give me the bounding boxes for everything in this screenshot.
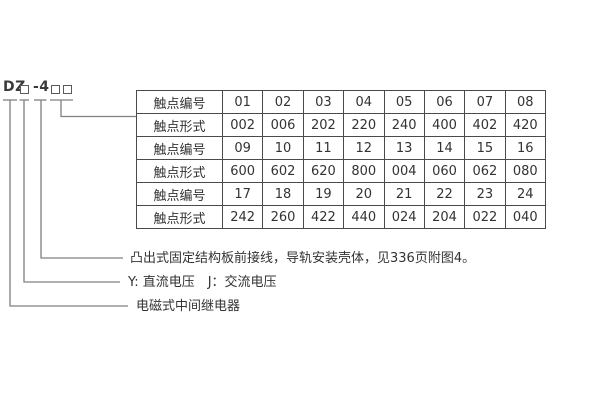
callout-line-relay-type [9, 100, 128, 307]
callout-line-case [40, 100, 123, 259]
value-cell: 002 [221, 113, 264, 137]
value-cell: 21 [383, 182, 425, 206]
contact-table-container: 触点编号 01 02 03 04 05 06 07 08 触点形式 002 006 202 220 240 4… [136, 90, 547, 229]
value-cell: 07 [464, 90, 506, 114]
value-cell: 17 [221, 182, 264, 206]
value-cell: 03 [302, 90, 345, 114]
value-cell: 024 [383, 205, 425, 229]
value-cell: 22 [423, 182, 466, 206]
row-label-cell: 触点形式 [136, 113, 223, 137]
callout-line-voltage [23, 100, 120, 283]
placeholder-box-contact-2 [62, 85, 72, 94]
value-cell: 02 [262, 90, 304, 114]
row-label-cell: 触点编号 [136, 90, 223, 114]
value-cell: 240 [383, 113, 425, 137]
value-cell: 602 [262, 159, 304, 183]
value-cell: 080 [504, 159, 547, 183]
row-label-cell: 触点编号 [136, 136, 223, 160]
value-cell: 800 [343, 159, 385, 183]
value-cell: 040 [504, 205, 547, 229]
row-label-cell: 触点编号 [136, 182, 223, 206]
value-cell: 08 [504, 90, 547, 114]
value-cell: 09 [221, 136, 264, 160]
value-cell: 24 [504, 182, 547, 206]
table-row: 触点编号 17 18 19 20 21 22 23 24 [136, 182, 547, 206]
value-cell: 04 [343, 90, 385, 114]
value-cell: 15 [464, 136, 506, 160]
value-cell: 19 [302, 182, 345, 206]
model-middle: -4 [33, 79, 50, 95]
value-cell: 11 [302, 136, 345, 160]
placeholder-box-contact-1 [50, 85, 60, 94]
value-cell: 01 [221, 90, 264, 114]
value-cell: 202 [302, 113, 345, 137]
value-cell: 14 [423, 136, 466, 160]
contact-table-body: 触点编号 01 02 03 04 05 06 07 08 触点形式 002 006 202 220 240 4… [136, 90, 547, 229]
value-cell: 004 [383, 159, 425, 183]
value-cell: 402 [464, 113, 506, 137]
value-cell: 23 [464, 182, 506, 206]
value-cell: 18 [262, 182, 304, 206]
table-row: 触点形式 002 006 202 220 240 400 402 420 [136, 113, 547, 137]
value-cell: 260 [262, 205, 304, 229]
value-cell: 006 [262, 113, 304, 137]
value-cell: 16 [504, 136, 547, 160]
value-cell: 620 [302, 159, 345, 183]
value-cell: 600 [221, 159, 264, 183]
value-cell: 062 [464, 159, 506, 183]
row-label-cell: 触点形式 [136, 159, 223, 183]
callout-line-table [60, 100, 136, 118]
value-cell: 06 [423, 90, 466, 114]
value-cell: 05 [383, 90, 425, 114]
value-cell: 400 [423, 113, 466, 137]
value-cell: 12 [343, 136, 385, 160]
value-cell: 220 [343, 113, 385, 137]
annotation-relay-type: 电磁式中间继电器 [136, 299, 241, 314]
value-cell: 022 [464, 205, 506, 229]
annotation-case-mounting: 凸出式固定结构板前接线，导轨安装壳体，见336页附图4。 [130, 251, 476, 266]
model-prefix: DZ [3, 79, 26, 95]
table-row: 触点编号 09 10 11 12 13 14 15 16 [136, 136, 547, 160]
table-row: 触点编号 01 02 03 04 05 06 07 08 [136, 90, 547, 114]
value-cell: 20 [343, 182, 385, 206]
value-cell: 420 [504, 113, 547, 137]
value-cell: 13 [383, 136, 425, 160]
value-cell: 10 [262, 136, 304, 160]
placeholder-box-voltage-type [20, 85, 29, 94]
value-cell: 204 [423, 205, 466, 229]
value-cell: 060 [423, 159, 466, 183]
row-label-cell: 触点形式 [136, 205, 223, 229]
table-row: 触点形式 242 260 422 440 024 204 022 040 [136, 205, 547, 229]
value-cell: 440 [343, 205, 385, 229]
contact-table: 触点编号 01 02 03 04 05 06 07 08 触点形式 002 006 202 220 240 4… [136, 90, 547, 229]
value-cell: 422 [302, 205, 345, 229]
table-row: 触点形式 600 602 620 800 004 060 062 080 [136, 159, 547, 183]
value-cell: 242 [221, 205, 264, 229]
annotation-voltage-type: Y: 直流电压 J：交流电压 [128, 275, 277, 290]
